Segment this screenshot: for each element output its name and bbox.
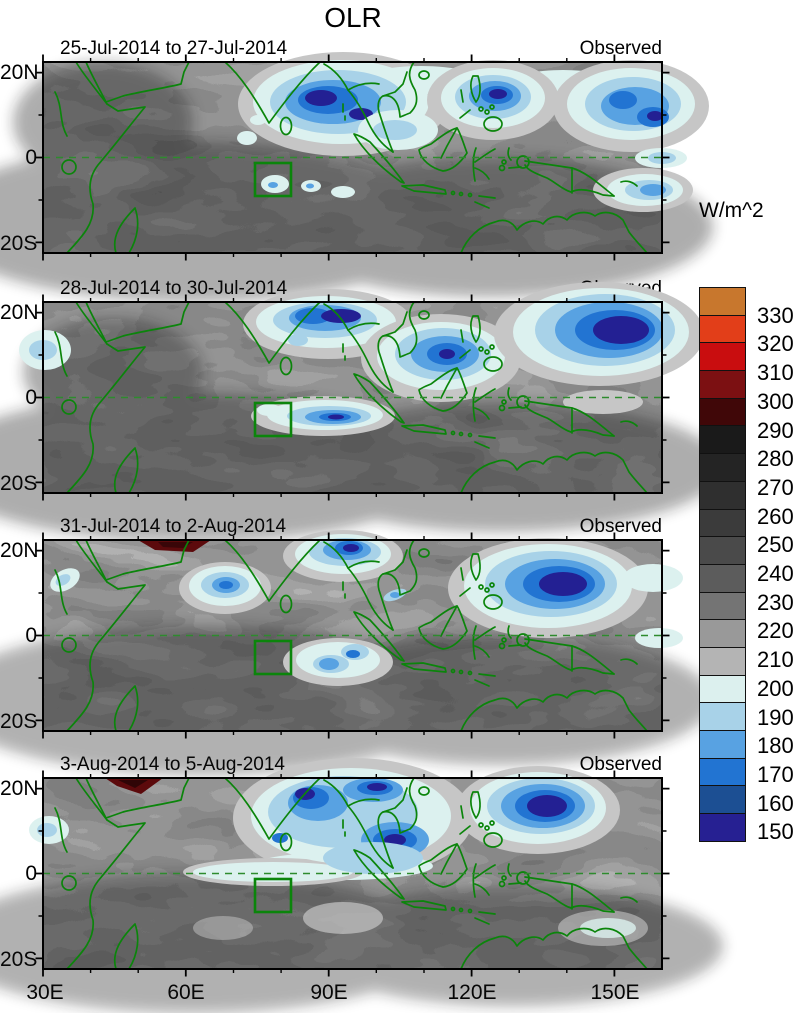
colorbar-swatch <box>699 287 746 316</box>
map-panel-2 <box>0 282 723 542</box>
colorbar-swatch <box>699 785 746 815</box>
olr-contour-field <box>0 758 723 1013</box>
olr-contour-field <box>0 530 713 775</box>
panel-1-header: 25-Jul-2014 to 27-Jul-2014 Observed <box>43 38 662 60</box>
map-panel-1 <box>0 52 713 302</box>
colorbar-swatch <box>699 397 746 427</box>
panel-1-observed-label: Observed <box>579 38 662 59</box>
colorbar-swatches <box>699 287 746 842</box>
panel-border <box>42 777 663 970</box>
colorbar-tick-label: 200 <box>757 675 794 701</box>
olr-contour-field <box>0 52 713 302</box>
colorbar-tick-label: 320 <box>757 331 794 357</box>
lat-axis-label: 20N <box>0 538 39 562</box>
colorbar-tick-label: 210 <box>757 647 794 673</box>
colorbar-swatch <box>699 646 746 676</box>
colorbar-swatch <box>699 591 746 621</box>
colorbar-tick-label: 260 <box>757 503 794 529</box>
lat-axis-label: 0 <box>25 385 37 409</box>
colorbar-tick-label: 150 <box>757 819 794 845</box>
colorbar-tick-label: 180 <box>757 733 794 759</box>
colorbar-tick-label: 330 <box>757 302 794 328</box>
colorbar-swatch <box>699 314 746 344</box>
colorbar-tick-label: 230 <box>757 589 794 615</box>
colorbar-swatch <box>699 702 746 731</box>
colorbar-swatch <box>699 453 746 482</box>
lat-axis-label: 20N <box>0 300 39 324</box>
panel-4-observed-label: Observed <box>579 754 662 775</box>
panel-border <box>42 61 663 254</box>
high-olr-patch <box>138 540 211 552</box>
lat-axis-label: 20N <box>0 60 39 84</box>
olr-contour-field <box>0 282 723 542</box>
colorbar-labels: 330 320 310 300 290 280 270 260 250 240 230 220 210 2… <box>757 287 794 861</box>
colorbar-swatch <box>699 813 746 842</box>
colorbar-swatch <box>699 619 746 648</box>
panel-border <box>42 539 663 732</box>
lat-axis-label: 20N <box>0 776 39 800</box>
colorbar-swatch <box>699 730 746 759</box>
colorbar-tick-label: 280 <box>757 446 794 472</box>
panel-1-date-label: 25-Jul-2014 to 27-Jul-2014 <box>60 38 288 59</box>
high-olr-patch <box>105 778 163 794</box>
colorbar-tick-label: 170 <box>757 761 794 787</box>
map-panel-3 <box>0 530 713 775</box>
colorbar-swatch <box>699 563 746 593</box>
lat-axis-label: 0 <box>25 623 37 647</box>
figure-title: OLR <box>324 2 382 33</box>
colorbar-tick-label: 290 <box>757 417 794 443</box>
colorbar-swatch <box>699 757 746 787</box>
colorbar-swatch <box>699 425 746 455</box>
colorbar-tick-label: 240 <box>757 561 794 586</box>
colorbar-swatch <box>699 674 746 704</box>
colorbar-tick-label: 300 <box>757 388 794 414</box>
colorbar-tick-label: 160 <box>757 790 794 816</box>
low-olr-blobs <box>19 282 704 436</box>
colorbar-swatch <box>699 480 746 510</box>
colorbar-tick-label: 310 <box>757 360 794 386</box>
colorbar-tick-label: 190 <box>757 704 794 730</box>
colorbar-swatch <box>699 342 746 372</box>
map-panel-4 <box>0 758 723 1013</box>
colorbar-tick-label: 220 <box>757 618 794 644</box>
panel-border <box>42 301 663 494</box>
colorbar-title: W/m^2 <box>699 199 764 222</box>
colorbar-swatch <box>699 508 746 538</box>
colorbar-tick-label: 250 <box>757 532 794 558</box>
colorbar-tick-label: 270 <box>757 474 794 500</box>
lat-axis-label: 0 <box>25 861 37 885</box>
colorbar-swatch <box>699 370 746 399</box>
colorbar-swatch <box>699 536 746 565</box>
